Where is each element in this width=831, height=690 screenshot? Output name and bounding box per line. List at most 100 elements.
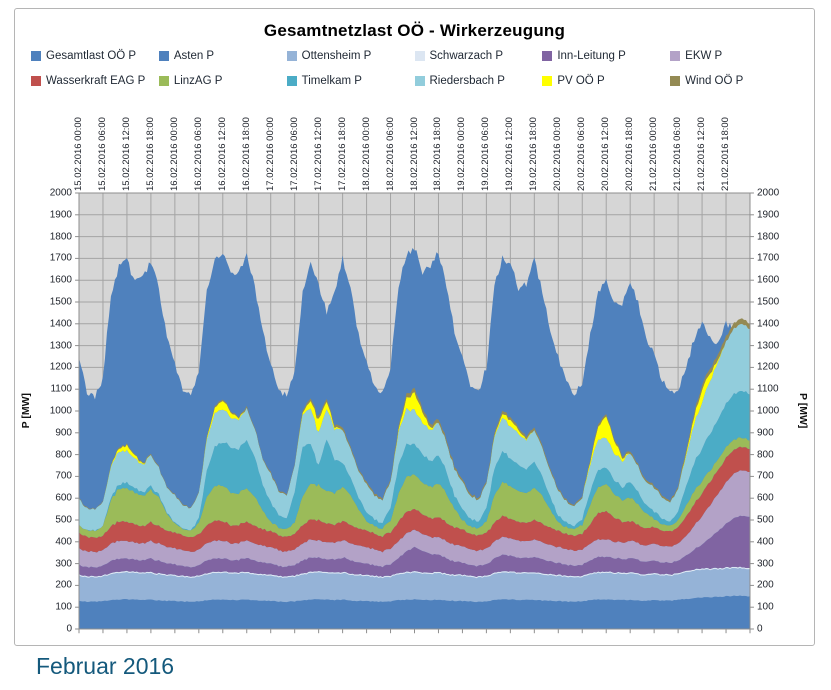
y-tick-label: 1800 (49, 231, 72, 243)
x-tick-label: 18.02.2016 06:00 (384, 117, 396, 191)
x-tick-label: 15.02.2016 18:00 (144, 117, 156, 191)
area-timelkam-p (79, 390, 750, 532)
x-tick-label: 21.02.2016 12:00 (696, 117, 708, 191)
legend-item: EKW P (670, 50, 798, 62)
y-tick-label: 100 (757, 601, 774, 613)
y-axis-title-left: P [MW] (20, 393, 32, 429)
y-tick-label: 500 (757, 514, 774, 526)
x-tick-label: 18.02.2016 18:00 (432, 117, 444, 191)
legend-swatch-icon (286, 51, 297, 61)
y-tick-label: 300 (55, 558, 72, 570)
x-tick-label: 17.02.2016 06:00 (288, 117, 300, 191)
x-tick-label: 16.02.2016 12:00 (216, 117, 228, 191)
x-tick-label: 15.02.2016 12:00 (120, 117, 132, 191)
area-ottensheim-p (79, 567, 750, 603)
area-linzag-p (79, 437, 750, 538)
legend-item: Riedersbach P (414, 75, 543, 87)
legend-swatch-icon (414, 51, 425, 61)
y-tick-label: 100 (55, 601, 72, 613)
y-tick-label: 1100 (757, 383, 779, 395)
area-pv-oo-p (79, 323, 750, 510)
y-tick-label: 1900 (49, 209, 72, 221)
x-tick-label: 15.02.2016 00:00 (73, 117, 84, 191)
x-tick-label: 19.02.2016 12:00 (504, 117, 516, 191)
x-tick-label: 19.02.2016 06:00 (480, 117, 492, 191)
y-tick-label: 1700 (49, 252, 72, 264)
y-tick-label: 400 (757, 536, 774, 548)
y-tick-label: 800 (55, 449, 72, 461)
y-tick-label: 900 (757, 427, 774, 439)
area-inn-leitung-p (79, 515, 750, 578)
x-tick-label: 20.02.2016 12:00 (600, 117, 612, 191)
footer-caption: Februar 2016 (36, 653, 175, 679)
x-tick-label: 19.02.2016 00:00 (456, 117, 468, 191)
y-tick-label: 700 (757, 470, 774, 482)
chart-frame: Gesamtnetzlast OÖ - Wirkerzeugung Gesamt… (14, 8, 815, 646)
y-tick-label: 1600 (49, 274, 72, 286)
legend-swatch-icon (670, 51, 681, 61)
legend-label: Asten P (173, 50, 215, 62)
y-tick-label: 600 (757, 492, 774, 504)
legend-swatch-icon (670, 76, 681, 86)
y-tick-label: 200 (757, 579, 774, 591)
x-tick-label: 19.02.2016 18:00 (528, 117, 540, 191)
x-tick-label: 17.02.2016 18:00 (336, 117, 348, 191)
y-tick-label: 1900 (757, 209, 780, 221)
legend-item: Schwarzach P (414, 50, 543, 62)
legend-label: Wasserkraft EAG P (46, 75, 146, 87)
y-tick-label: 1800 (757, 231, 780, 243)
y-tick-label: 1700 (757, 252, 780, 264)
y-tick-label: 1400 (49, 318, 72, 330)
x-tick-label: 16.02.2016 18:00 (240, 117, 252, 191)
x-tick-label: 20.02.2016 18:00 (624, 117, 636, 191)
legend-label: Timelkam P (301, 75, 362, 87)
y-tick-label: 2000 (49, 187, 72, 199)
x-tick-label: 16.02.2016 06:00 (192, 117, 204, 191)
y-tick-label: 500 (55, 514, 72, 526)
legend-item: Ottensheim P (286, 50, 415, 62)
y-tick-label: 600 (55, 492, 72, 504)
y-tick-label: 800 (757, 449, 774, 461)
y-axis-title-right: P [MW] (797, 393, 809, 429)
x-tick-label: 20.02.2016 00:00 (552, 117, 564, 191)
legend-item: PV OÖ P (542, 75, 670, 87)
y-tick-label: 1200 (49, 361, 72, 373)
legend-swatch-icon (158, 76, 169, 86)
legend-swatch-icon (542, 51, 553, 61)
legend-label: Wind OÖ P (685, 75, 744, 87)
legend-label: EKW P (685, 50, 723, 62)
y-tick-label: 2000 (757, 187, 780, 199)
legend-label: PV OÖ P (557, 75, 605, 87)
y-tick-label: 1000 (757, 405, 780, 417)
x-tick-label: 20.02.2016 06:00 (576, 117, 588, 191)
y-tick-label: 1600 (757, 274, 780, 286)
y-tick-label: 700 (55, 470, 72, 482)
y-tick-label: 0 (757, 623, 763, 635)
y-tick-label: 1100 (50, 383, 72, 395)
plot-area (79, 193, 750, 629)
legend-swatch-icon (31, 76, 41, 86)
legend-item: Gesamtlast OÖ P (31, 50, 159, 62)
legend-item: Timelkam P (286, 75, 415, 87)
y-tick-label: 300 (757, 558, 774, 570)
legend-label: Riedersbach P (429, 75, 505, 87)
area-schwarzach-p (79, 566, 750, 579)
x-tick-label: 17.02.2016 00:00 (264, 117, 276, 191)
y-tick-label: 1500 (757, 296, 780, 308)
legend-label: Gesamtlast OÖ P (46, 50, 137, 62)
plot-svg (79, 193, 750, 629)
x-tick-label: 17.02.2016 12:00 (312, 117, 324, 191)
x-tick-label: 21.02.2016 06:00 (672, 117, 684, 191)
y-tick-label: 200 (55, 579, 72, 591)
y-tick-label: 1300 (49, 340, 72, 352)
x-tick-label: 21.02.2016 18:00 (720, 117, 732, 191)
legend-item: Asten P (158, 50, 287, 62)
y-tick-label: 1500 (49, 296, 72, 308)
legend-label: LinzAG P (173, 75, 223, 87)
legend-item: Wind OÖ P (670, 75, 798, 87)
x-tick-label: 18.02.2016 12:00 (408, 117, 420, 191)
x-tick-label: 21.02.2016 00:00 (648, 117, 660, 191)
area-ekw-p (79, 470, 750, 568)
x-tick-label: 15.02.2016 06:00 (96, 117, 108, 191)
